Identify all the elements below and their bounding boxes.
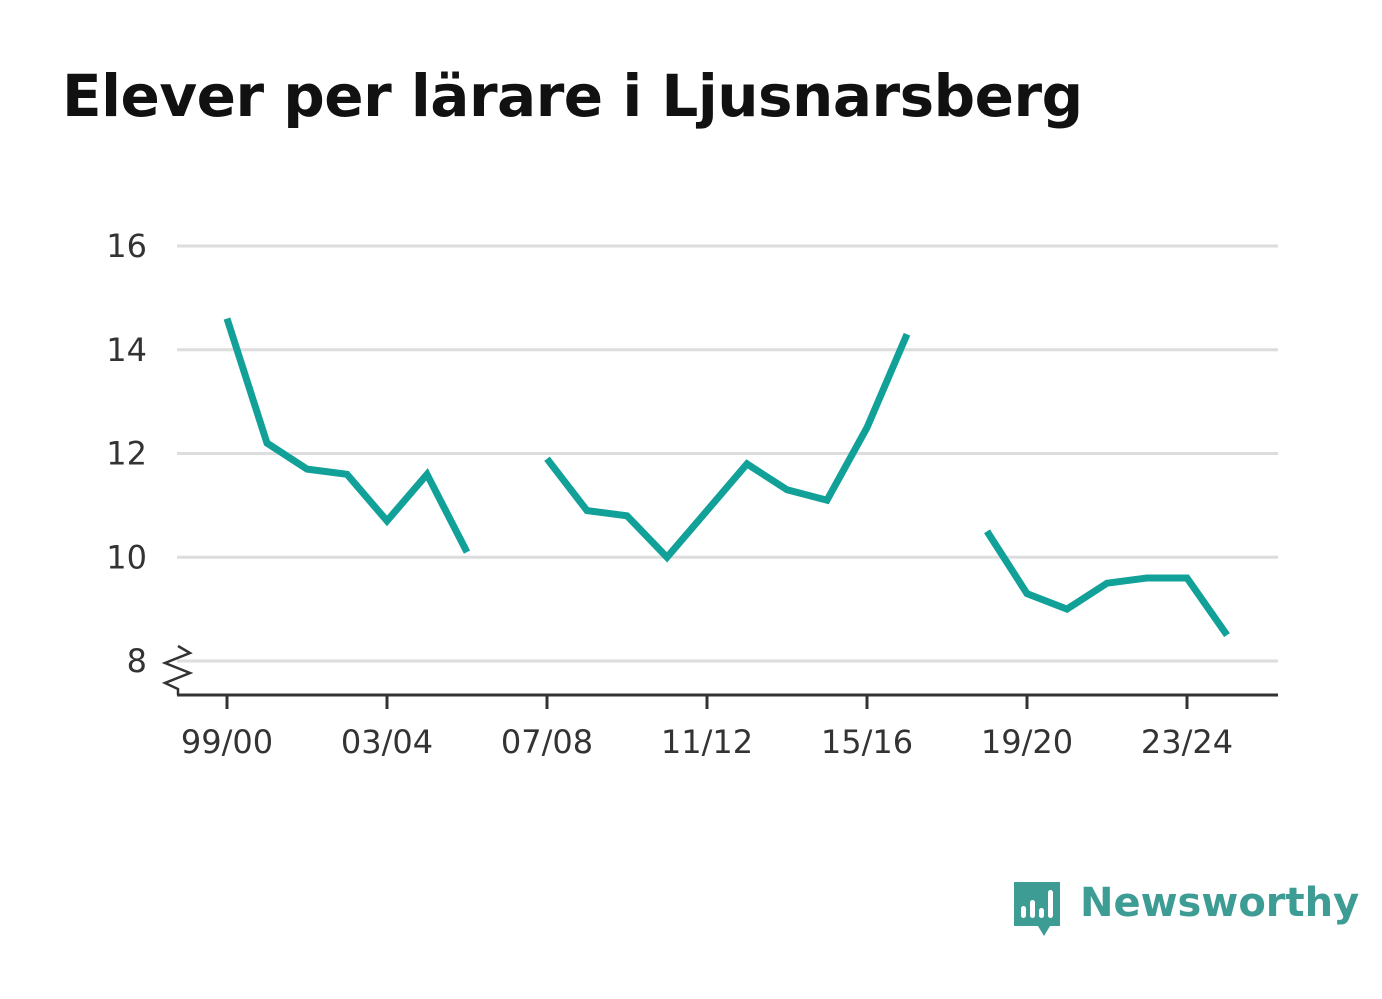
x-tick-label: 99/00 — [181, 723, 273, 761]
y-axis-break-icon — [161, 644, 194, 695]
x-tick-label: 03/04 — [341, 723, 433, 761]
x-tick-label: 07/08 — [501, 723, 593, 761]
series-line-segment — [223, 317, 471, 554]
x-tick-label: 11/12 — [661, 723, 753, 761]
grid-lines — [177, 244, 1278, 663]
data-series — [223, 317, 1230, 638]
x-tick-label: 15/16 — [821, 723, 913, 761]
chart-title: Elever per lärare i Ljusnarsberg — [62, 62, 1083, 130]
y-tick-label: 8 — [127, 642, 147, 680]
x-axis: 99/00 03/04 07/08 11/12 15/16 19/20 23/24 — [177, 693, 1278, 761]
brand-name: Newsworthy — [1080, 880, 1360, 926]
x-tick-label: 23/24 — [1141, 723, 1233, 761]
x-tick-label: 19/20 — [981, 723, 1073, 761]
y-axis: 8 10 12 14 16 — [106, 227, 147, 680]
y-tick-label: 10 — [106, 538, 147, 576]
y-tick-label: 14 — [106, 331, 147, 369]
y-tick-label: 16 — [106, 227, 147, 265]
y-tick-label: 12 — [106, 435, 147, 473]
bar-chart-speech-bubble-icon — [1014, 882, 1060, 936]
x-axis-ticks: 99/00 03/04 07/08 11/12 15/16 19/20 23/24 — [181, 695, 1233, 761]
series-line-segment — [544, 332, 911, 563]
series-line-segment — [984, 529, 1230, 638]
